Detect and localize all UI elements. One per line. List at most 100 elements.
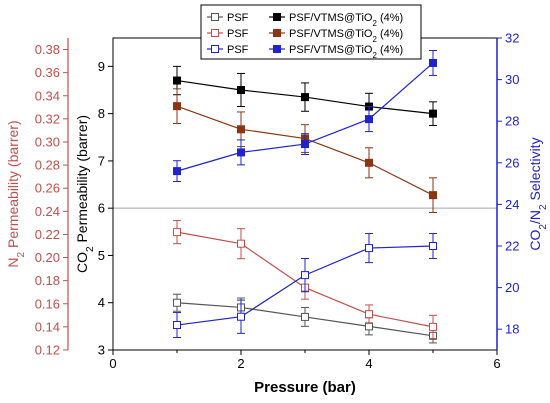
legend-swatch-marker — [273, 45, 281, 53]
legend-label: PSF — [227, 44, 249, 56]
n2-tick-label: 0.38 — [35, 42, 60, 57]
n2-axis-label: N2 Permeability (barrer) — [5, 120, 27, 267]
data-point-n2_psf — [365, 310, 373, 319]
text-part: N — [5, 257, 21, 267]
co2-tick-label: 3 — [98, 343, 105, 358]
sel-tick-label: 22 — [505, 239, 519, 254]
co2-tick-label: 5 — [98, 248, 105, 263]
text-part: Permeability (barrer) — [74, 115, 90, 246]
data-point-sel_psf — [301, 271, 309, 280]
co2-tick-label: 4 — [98, 295, 105, 310]
text-part: 2 — [538, 204, 549, 210]
data-point-sel_mod — [173, 167, 181, 176]
n2-tick-label: 0.36 — [35, 65, 60, 80]
data-point-sel_mod — [237, 148, 245, 157]
legend-swatch-marker — [273, 29, 281, 37]
x-tick-label: 4 — [365, 356, 372, 371]
text-part: PSF/VTMS@TiO — [289, 12, 373, 24]
data-point-n2_mod — [429, 191, 437, 200]
data-point-co2_psf — [173, 298, 181, 307]
legend-swatch-marker — [273, 13, 281, 21]
x-tick-label: 2 — [237, 356, 244, 371]
text-part: Permeability (barrer) — [5, 120, 21, 251]
co2-tick-label: 6 — [98, 201, 105, 216]
legend-swatch-marker — [211, 13, 219, 21]
text-part: 2 — [372, 19, 376, 28]
text-part: 2 — [85, 246, 96, 252]
legend-label: PSF/VTMS@TiO2 (4%) — [289, 44, 403, 60]
n2-tick-label: 0.32 — [35, 111, 60, 126]
legend-box — [200, 4, 422, 60]
data-point-n2_psf — [429, 322, 437, 331]
text-part: 2 — [372, 51, 376, 60]
text-part: CO — [74, 252, 90, 273]
data-point-n2_mod — [365, 158, 373, 167]
data-point-co2_mod — [173, 76, 181, 85]
text-part: PSF — [227, 44, 249, 56]
text-part: PSF/VTMS@TiO — [289, 28, 373, 40]
x-tick-label: 6 — [493, 356, 500, 371]
n2-tick-label: 0.26 — [35, 181, 60, 196]
text-part: 2 — [372, 35, 376, 44]
data-point-sel_mod — [365, 115, 373, 124]
text-part: PSF — [227, 28, 249, 40]
legend-swatch-marker — [211, 29, 219, 37]
data-point-co2_mod — [237, 86, 245, 94]
text-part: PSF — [227, 12, 249, 24]
sel-tick-label: 26 — [505, 155, 519, 170]
legend: PSF PSF/VTMS@TiO2 (4%)PSF PSF/VTMS@TiO2 (4… — [200, 4, 422, 60]
data-point-co2_psf — [301, 312, 309, 321]
legend-swatch-marker — [211, 45, 219, 53]
legend-label: PSF — [227, 12, 249, 24]
series-layer — [173, 49, 437, 344]
n2-tick-label: 0.30 — [35, 135, 60, 150]
n2-tick-label: 0.22 — [35, 227, 60, 242]
legend-label: PSF/VTMS@TiO2 (4%) — [289, 28, 403, 44]
text-part: (4%) — [377, 12, 403, 24]
data-point-sel_psf — [429, 242, 437, 250]
data-point-co2_mod — [301, 93, 309, 102]
data-point-n2_psf — [173, 228, 181, 237]
sel-tick-label: 18 — [505, 322, 519, 337]
n2-tick-label: 0.24 — [35, 204, 60, 219]
data-point-n2_mod — [237, 125, 245, 134]
x-axis-label: Pressure (bar) — [254, 379, 356, 396]
data-point-co2_mod — [429, 109, 437, 118]
co2-axis-label: CO2 Permeability (barrer) — [74, 115, 96, 273]
data-point-n2_mod — [173, 102, 181, 111]
n2-tick-label: 0.14 — [35, 319, 60, 334]
sel-tick-label: 24 — [505, 197, 519, 212]
data-point-n2_psf — [237, 239, 245, 248]
text-part: PSF/VTMS@TiO — [289, 44, 373, 56]
sel-tick-label: 28 — [505, 114, 519, 129]
text-part: /N — [527, 210, 543, 224]
n2-tick-label: 0.16 — [35, 296, 60, 311]
sel-tick-label: 32 — [505, 31, 519, 46]
text-part: CO — [527, 229, 543, 250]
text-part: 2 — [538, 224, 549, 230]
legend-label: PSF — [227, 28, 249, 40]
co2-tick-label: 9 — [98, 59, 105, 74]
x-tick-label: 0 — [109, 356, 116, 371]
n2-tick-label: 0.12 — [35, 343, 60, 358]
data-point-sel_psf — [237, 312, 245, 321]
sel-tick-label: 30 — [505, 72, 519, 87]
n2-tick-label: 0.18 — [35, 273, 60, 288]
sel-axis-label: CO2/N2 Selectivity — [527, 137, 549, 250]
text-part: (4%) — [377, 44, 403, 56]
sel-tick-label: 20 — [505, 280, 519, 295]
co2-tick-label: 7 — [98, 153, 105, 168]
data-point-sel_mod — [301, 140, 309, 149]
text-part: 2 — [16, 251, 27, 257]
data-point-sel_psf — [173, 321, 181, 330]
data-point-sel_psf — [365, 244, 373, 253]
co2-tick-label: 8 — [98, 106, 105, 121]
text-part: (4%) — [377, 28, 403, 40]
n2-tick-label: 0.28 — [35, 158, 60, 173]
legend-label: PSF/VTMS@TiO2 (4%) — [289, 12, 403, 28]
n2-tick-label: 0.34 — [35, 88, 60, 103]
n2-tick-label: 0.20 — [35, 250, 60, 265]
data-point-sel_mod — [429, 58, 437, 67]
